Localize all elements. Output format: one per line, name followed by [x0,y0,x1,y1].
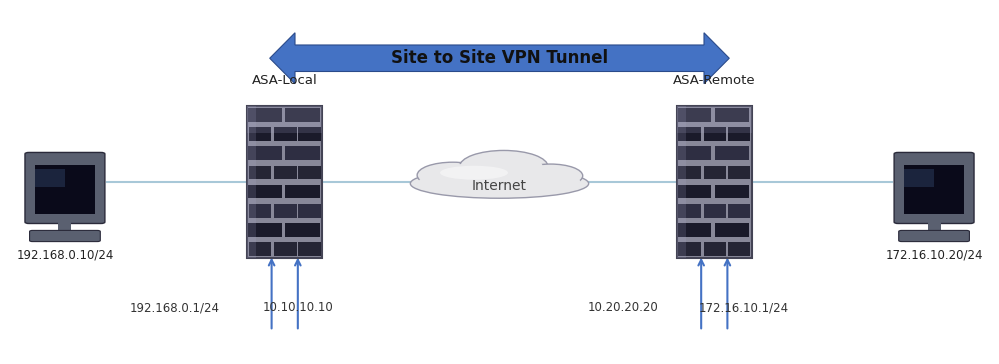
Bar [715,146,749,160]
Bar [678,242,700,256]
Text: 10.20.20.20: 10.20.20.20 [588,301,658,314]
Text: Internet: Internet [472,179,527,193]
Bar [286,185,320,198]
Bar [249,242,271,256]
Text: ASA-Local: ASA-Local [252,74,318,87]
Bar [703,166,726,179]
Bar [727,204,750,218]
Bar [298,204,321,218]
Bar [249,166,271,179]
Bar [677,146,711,160]
Bar [677,106,685,258]
Text: 172.16.10.20/24: 172.16.10.20/24 [885,248,983,261]
Text: 192.168.0.1/24: 192.168.0.1/24 [130,301,220,314]
Circle shape [518,164,582,187]
Bar [727,242,750,256]
Bar [928,222,940,232]
Bar [715,185,749,198]
Text: 172.16.10.1/24: 172.16.10.1/24 [698,301,788,314]
Bar [298,166,321,179]
Ellipse shape [419,169,580,194]
Bar [286,108,320,122]
Bar [274,166,297,179]
Bar [274,127,297,141]
FancyBboxPatch shape [35,165,95,214]
Bar [247,146,282,160]
Circle shape [422,164,485,187]
Bar [298,242,321,256]
Bar [678,204,700,218]
FancyBboxPatch shape [899,230,969,242]
Circle shape [460,150,547,183]
Bar [715,223,749,237]
Text: Site to Site VPN Tunnel: Site to Site VPN Tunnel [391,49,608,67]
Bar [247,223,282,237]
FancyBboxPatch shape [25,153,105,223]
Circle shape [522,166,578,186]
Bar [286,146,320,160]
FancyBboxPatch shape [30,230,100,242]
Bar [247,106,322,258]
Bar [677,106,751,133]
Text: 10.10.10.10: 10.10.10.10 [263,301,333,314]
Bar [247,106,322,133]
Ellipse shape [411,169,588,198]
Polygon shape [270,33,729,84]
Text: 192.168.0.10/24: 192.168.0.10/24 [16,248,114,261]
Circle shape [418,162,489,188]
Text: ASA-Remote: ASA-Remote [673,74,755,87]
Bar [286,223,320,237]
Bar [677,108,711,122]
Bar [249,204,271,218]
Bar [677,223,711,237]
Bar [703,127,726,141]
Bar [247,106,256,258]
Bar [274,242,297,256]
Bar [274,204,297,218]
FancyBboxPatch shape [894,153,974,223]
Circle shape [465,153,542,181]
Bar [59,222,71,232]
Bar [678,127,700,141]
Bar [703,242,726,256]
Bar [247,185,282,198]
Bar [249,127,271,141]
Bar [677,185,711,198]
Bar [727,166,750,179]
Bar [727,127,750,141]
Ellipse shape [440,166,507,180]
Bar [715,108,749,122]
Bar [703,204,726,218]
Bar [678,166,700,179]
Bar [247,108,282,122]
FancyBboxPatch shape [904,169,934,187]
Bar [677,106,751,258]
FancyBboxPatch shape [904,165,964,214]
FancyBboxPatch shape [35,169,65,187]
Bar [298,127,321,141]
